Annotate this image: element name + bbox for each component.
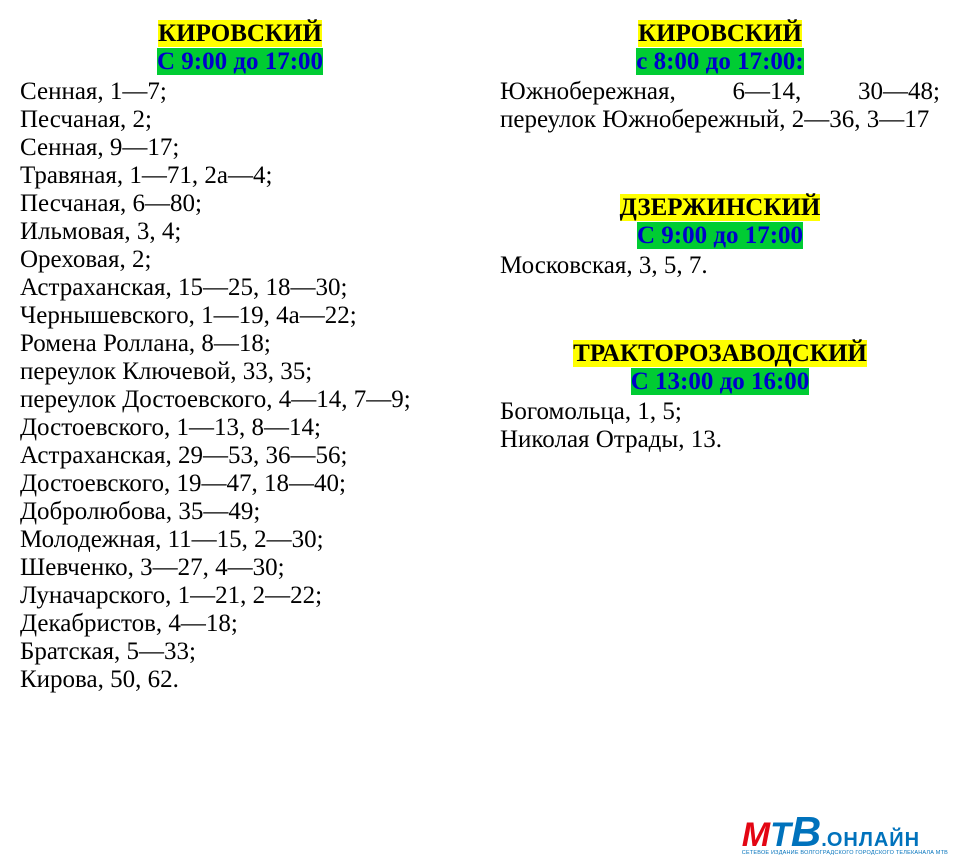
district-name: ТРАКТОРОЗАВОДСКИЙ bbox=[573, 340, 867, 367]
section-kirovsky-2: КИРОВСКИЙ с 8:00 до 17:00: Южнобережная,… bbox=[500, 20, 940, 134]
district-header: ДЗЕРЖИНСКИЙ bbox=[500, 194, 940, 222]
street-list: Богомольца, 1, 5;Николая Отрады, 13. bbox=[500, 398, 940, 454]
district-header: КИРОВСКИЙ bbox=[500, 20, 940, 48]
time-header: С 13:00 до 16:00 bbox=[500, 368, 940, 396]
logo-subtitle: СЕТЕВОЕ ИЗДАНИЕ ВОЛГОГРАДСКОГО ГОРОДСКОГ… bbox=[742, 851, 948, 857]
time-range: С 9:00 до 17:00 bbox=[157, 48, 323, 75]
logo-letter-t: Т bbox=[770, 816, 791, 854]
logo-letter-b: В bbox=[791, 808, 821, 855]
columns-container: КИРОВСКИЙ С 9:00 до 17:00 Сенная, 1—7;Пе… bbox=[20, 20, 940, 734]
street-list: Южнобережная, 6—14, 30—48; переулок Южно… bbox=[500, 78, 940, 134]
district-name: КИРОВСКИЙ bbox=[158, 20, 322, 47]
district-name: ДЗЕРЖИНСКИЙ bbox=[620, 194, 821, 221]
district-name: КИРОВСКИЙ bbox=[638, 20, 802, 47]
time-header: С 9:00 до 17:00 bbox=[500, 222, 940, 250]
time-range: С 9:00 до 17:00 bbox=[637, 222, 803, 249]
right-column: КИРОВСКИЙ с 8:00 до 17:00: Южнобережная,… bbox=[500, 20, 940, 734]
logo-online: ОНЛАЙН bbox=[827, 829, 920, 851]
district-header: КИРОВСКИЙ bbox=[20, 20, 460, 48]
section-dzerzhinsky: ДЗЕРЖИНСКИЙ С 9:00 до 17:00 Московская, … bbox=[500, 194, 940, 280]
left-column: КИРОВСКИЙ С 9:00 до 17:00 Сенная, 1—7;Пе… bbox=[20, 20, 460, 734]
logo-top: МТВ.ОНЛАЙН bbox=[742, 811, 948, 853]
time-header: с 8:00 до 17:00: bbox=[500, 48, 940, 76]
time-header: С 9:00 до 17:00 bbox=[20, 48, 460, 76]
street-list: Сенная, 1—7;Песчаная, 2;Сенная, 9—17;Тра… bbox=[20, 78, 460, 694]
section-traktorozavodsky: ТРАКТОРОЗАВОДСКИЙ С 13:00 до 16:00 Богом… bbox=[500, 340, 940, 454]
time-range: С 13:00 до 16:00 bbox=[631, 368, 810, 395]
logo-letter-m: М bbox=[742, 816, 770, 854]
section-kirovsky-1: КИРОВСКИЙ С 9:00 до 17:00 Сенная, 1—7;Пе… bbox=[20, 20, 460, 694]
district-header: ТРАКТОРОЗАВОДСКИЙ bbox=[500, 340, 940, 368]
time-range: с 8:00 до 17:00: bbox=[636, 48, 803, 75]
watermark-logo: МТВ.ОНЛАЙН СЕТЕВОЕ ИЗДАНИЕ ВОЛГОГРАДСКОГ… bbox=[742, 811, 948, 857]
street-list: Московская, 3, 5, 7. bbox=[500, 252, 940, 280]
